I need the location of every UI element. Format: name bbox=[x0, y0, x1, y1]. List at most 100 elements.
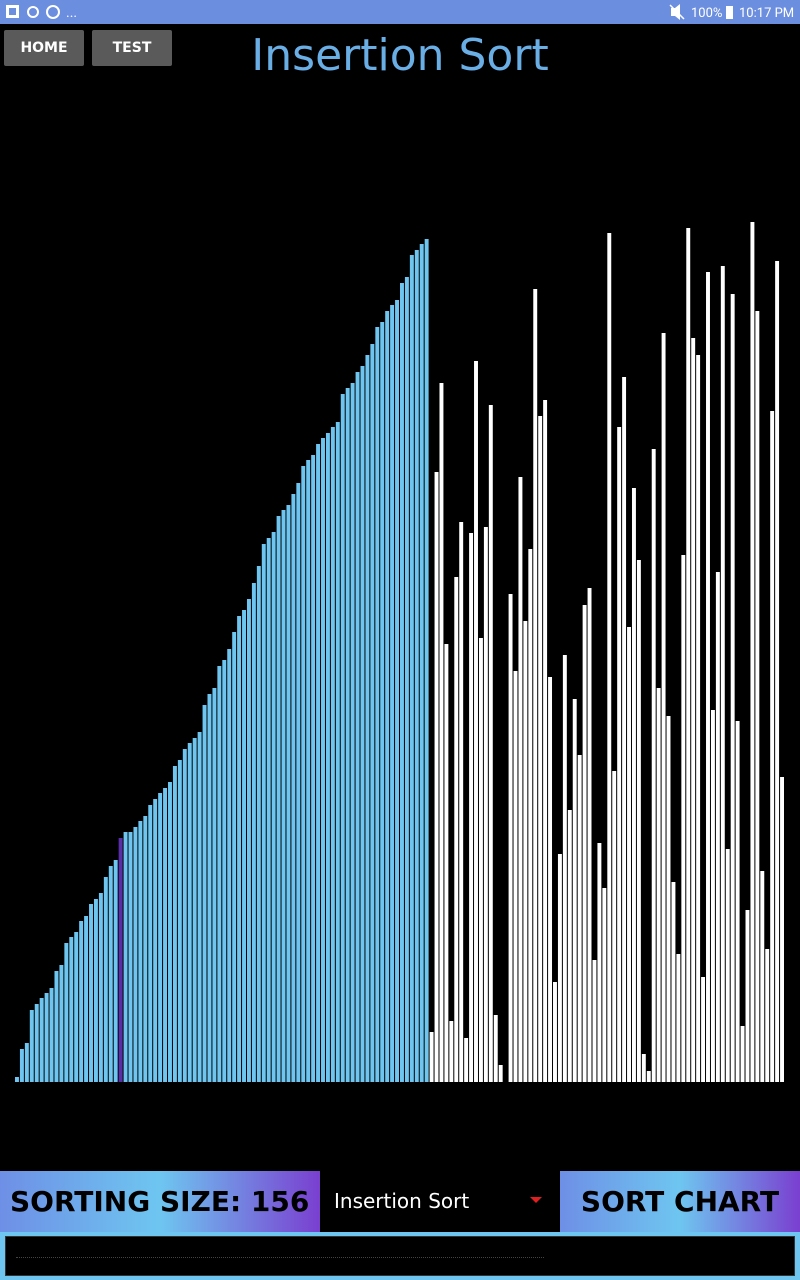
bar bbox=[602, 888, 607, 1082]
bar bbox=[686, 228, 691, 1082]
bar bbox=[557, 854, 562, 1082]
bar bbox=[538, 416, 543, 1082]
bar bbox=[49, 988, 54, 1082]
bar bbox=[246, 599, 251, 1082]
bar bbox=[760, 871, 765, 1082]
bar bbox=[177, 760, 182, 1082]
bar bbox=[138, 821, 143, 1082]
bar bbox=[419, 244, 424, 1082]
bar bbox=[385, 311, 390, 1082]
bar bbox=[148, 805, 153, 1082]
bar bbox=[212, 688, 217, 1082]
bar bbox=[296, 483, 301, 1082]
bar bbox=[321, 438, 325, 1082]
bar bbox=[745, 910, 750, 1082]
bar bbox=[182, 749, 187, 1082]
bar bbox=[488, 405, 493, 1082]
bar bbox=[380, 322, 385, 1082]
bar bbox=[207, 694, 212, 1082]
bar bbox=[187, 743, 192, 1082]
bar bbox=[681, 555, 686, 1082]
bar bbox=[780, 777, 784, 1082]
bar bbox=[133, 827, 138, 1082]
bar bbox=[24, 1043, 29, 1082]
bar bbox=[29, 1010, 34, 1082]
bar bbox=[478, 638, 483, 1082]
mute-slash bbox=[669, 4, 685, 20]
dropdown-text: Insertion Sort bbox=[334, 1189, 470, 1213]
bar bbox=[459, 522, 464, 1082]
bar bbox=[498, 1065, 503, 1082]
log-dots bbox=[16, 1257, 544, 1258]
bar bbox=[98, 893, 103, 1082]
sort-button[interactable]: SORT CHART bbox=[560, 1171, 800, 1232]
bar bbox=[163, 788, 168, 1082]
bar bbox=[592, 960, 597, 1082]
bar bbox=[355, 372, 360, 1082]
bar bbox=[44, 993, 49, 1082]
bar bbox=[434, 472, 439, 1082]
bar bbox=[306, 460, 311, 1082]
bar bbox=[232, 632, 237, 1082]
bar bbox=[429, 1032, 434, 1082]
bar bbox=[256, 566, 261, 1082]
bar bbox=[661, 333, 666, 1082]
bar bbox=[710, 710, 715, 1082]
bar bbox=[365, 355, 370, 1082]
bar bbox=[172, 766, 177, 1082]
bar bbox=[69, 937, 74, 1082]
bar bbox=[301, 466, 306, 1082]
bar bbox=[553, 982, 557, 1082]
bar bbox=[533, 289, 538, 1082]
bar bbox=[128, 832, 133, 1082]
bar bbox=[335, 422, 340, 1082]
bar bbox=[222, 660, 227, 1082]
arrow bbox=[530, 1197, 542, 1203]
algorithm-dropdown[interactable]: Insertion Sort bbox=[320, 1171, 560, 1232]
battery-icon bbox=[726, 6, 733, 19]
bar bbox=[617, 427, 622, 1082]
bar bbox=[730, 294, 735, 1082]
test-button[interactable]: TEST bbox=[92, 30, 172, 66]
more-notifications: ... bbox=[66, 5, 77, 21]
bar bbox=[311, 455, 316, 1082]
bar bbox=[404, 277, 409, 1082]
bar bbox=[725, 849, 730, 1082]
bar bbox=[286, 505, 291, 1082]
bar bbox=[543, 400, 548, 1082]
bar bbox=[641, 1054, 646, 1082]
bar bbox=[266, 538, 271, 1082]
bar bbox=[325, 433, 330, 1082]
bar bbox=[528, 549, 533, 1082]
status-icons: ... 100% 10:17 PM bbox=[6, 4, 794, 21]
bar bbox=[390, 305, 395, 1082]
bar bbox=[84, 916, 89, 1082]
bar bbox=[93, 899, 98, 1082]
bar bbox=[483, 527, 488, 1082]
clock: 10:17 PM bbox=[739, 6, 794, 21]
bar bbox=[15, 1077, 19, 1082]
bar bbox=[350, 383, 355, 1082]
bar bbox=[750, 222, 755, 1082]
bar bbox=[696, 355, 701, 1082]
bar bbox=[587, 588, 592, 1082]
home-button[interactable]: HOME bbox=[4, 30, 84, 66]
bar bbox=[59, 965, 64, 1082]
bar bbox=[513, 671, 518, 1082]
bar bbox=[400, 283, 404, 1082]
bar bbox=[691, 338, 696, 1082]
log-panel bbox=[0, 1232, 800, 1280]
bar bbox=[701, 977, 706, 1082]
bar bbox=[562, 655, 567, 1082]
bar bbox=[439, 383, 444, 1082]
bar bbox=[464, 1038, 469, 1082]
bar bbox=[271, 532, 276, 1082]
bar bbox=[656, 688, 661, 1082]
bar bbox=[276, 516, 281, 1082]
bar bbox=[202, 705, 207, 1082]
bar bbox=[123, 832, 128, 1082]
bar bbox=[89, 904, 93, 1082]
bar bbox=[74, 932, 79, 1082]
bar bbox=[597, 843, 602, 1082]
bar bbox=[474, 361, 478, 1082]
